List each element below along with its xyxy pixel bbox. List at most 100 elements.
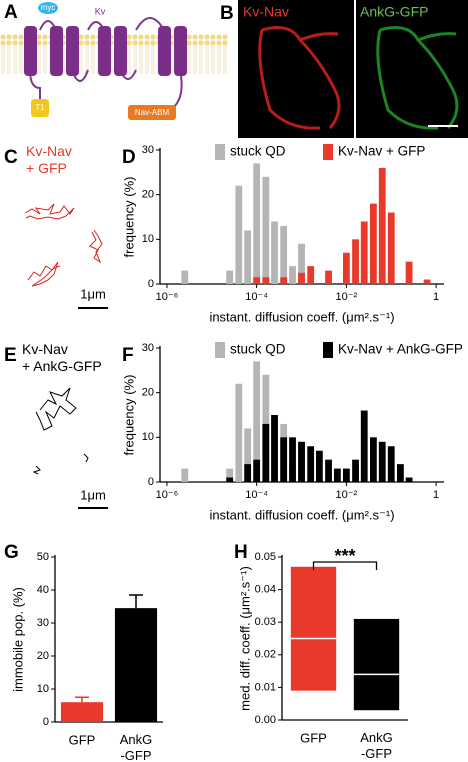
x-tick-label: 10⁻² <box>336 291 358 303</box>
bar <box>253 277 261 284</box>
image-label: AnkG-GFP <box>360 4 428 20</box>
condition-label: Kv-Nav + AnkG-GFP <box>22 341 102 374</box>
bar <box>405 261 413 284</box>
scale-label: 1μm <box>80 487 106 502</box>
y-tick-label: 50 <box>37 551 49 563</box>
bar <box>226 468 234 482</box>
condition-label: Kv-Nav + GFP <box>26 143 72 176</box>
panel-a: myc Kv T1 Nav-ABM A <box>0 2 228 120</box>
bar <box>298 441 305 482</box>
bar <box>226 477 234 482</box>
bar <box>315 450 323 482</box>
y-tick-label: 0.04 <box>255 584 276 596</box>
x-tick-label: 10⁻² <box>336 489 358 501</box>
x-axis-label: instant. diffusion coeff. (μm².s⁻¹) <box>209 507 394 522</box>
chart: G 0 10 20 30 40 50 immobile pop. (%) GFP AnkG -GFP <box>4 542 163 762</box>
x-tick-label: AnkG -GFP <box>120 732 153 762</box>
cell-red <box>258 26 341 130</box>
bar <box>226 270 234 284</box>
panel-letter: C <box>4 147 18 168</box>
bar <box>396 464 404 482</box>
nav-abm-box <box>128 105 176 120</box>
trajectories <box>24 203 103 287</box>
y-tick-label: 0.00 <box>255 714 276 726</box>
bar <box>280 437 288 482</box>
x-tick-label: 10⁻⁴ <box>245 489 268 501</box>
bar <box>342 468 350 482</box>
x-tick-label: 10⁻⁶ <box>156 291 179 303</box>
bar <box>307 446 315 482</box>
bar <box>378 167 386 284</box>
panel-b: Kv-Nav AnkG-GFP B <box>220 0 468 138</box>
y-tick-label: 30 <box>142 144 154 156</box>
y-tick-label: 0 <box>43 716 49 728</box>
panel-letter: E <box>4 345 17 366</box>
trajectories <box>32 387 89 475</box>
scale-label: 1μm <box>80 286 106 301</box>
t1-label: T1 <box>35 103 45 112</box>
y-tick-label: 20 <box>37 650 49 662</box>
y-axis-label: frequency (%) <box>121 177 136 258</box>
image-red <box>238 0 354 138</box>
bar <box>387 446 395 482</box>
bar <box>289 437 296 482</box>
y-tick-label: 10 <box>142 233 154 245</box>
y-tick-label: 0 <box>148 278 154 290</box>
y-tick-label: 0 <box>148 476 154 488</box>
bar <box>369 203 377 284</box>
y-axis-label: immobile pop. (%) <box>10 587 25 692</box>
y-axis-label: med. diff. coeff. (μm².s⁻¹) <box>237 566 252 711</box>
chart: D 0 10 20 30 frequency (%) 10⁻⁶ 10⁻⁴ 10⁻² 1 instan… <box>121 144 444 324</box>
loops <box>29 17 183 116</box>
image-label: Kv-Nav <box>243 4 289 20</box>
bar <box>253 361 261 482</box>
y-tick-label: 0.03 <box>255 616 276 628</box>
bar <box>387 212 395 284</box>
legend-label: stuck QD <box>230 342 286 357</box>
legend-swatch <box>323 342 333 358</box>
y-tick-label: 30 <box>37 617 49 629</box>
y-tick-label: 0.05 <box>255 551 276 563</box>
bar <box>352 239 359 284</box>
bar <box>352 459 359 482</box>
legend-swatch <box>215 342 225 358</box>
cell-green <box>376 26 459 130</box>
bar <box>333 468 341 482</box>
bar <box>271 221 278 284</box>
bar <box>298 243 305 284</box>
legend-swatch <box>215 144 225 160</box>
y-tick-label: 0.01 <box>255 681 276 693</box>
y-tick-label: 20 <box>142 189 154 201</box>
bar <box>378 441 386 482</box>
bar <box>60 702 104 722</box>
bar <box>235 383 243 482</box>
significance: *** <box>334 546 355 566</box>
bar <box>271 415 278 482</box>
panel-letter: G <box>4 542 19 563</box>
kv-label: Kv <box>95 6 106 16</box>
bar <box>181 270 189 284</box>
box <box>353 618 400 711</box>
bar <box>280 225 288 284</box>
bar <box>298 272 305 284</box>
bar <box>325 459 332 482</box>
bar <box>181 468 189 482</box>
image-green <box>356 0 468 138</box>
bar <box>244 230 252 284</box>
panel-letter: A <box>4 2 18 23</box>
panel-letter: H <box>234 542 248 563</box>
bar <box>114 608 158 722</box>
panel-letter: D <box>122 147 136 168</box>
significance-bracket <box>312 561 378 570</box>
bar <box>253 459 261 482</box>
bar <box>262 277 270 284</box>
legend-swatch <box>323 144 333 160</box>
bar <box>325 270 332 284</box>
y-tick-label: 10 <box>37 683 49 695</box>
y-tick-label: 0.02 <box>255 649 276 661</box>
y-tick-label: 10 <box>142 431 154 443</box>
error-bar <box>129 594 143 609</box>
bar <box>244 428 252 482</box>
